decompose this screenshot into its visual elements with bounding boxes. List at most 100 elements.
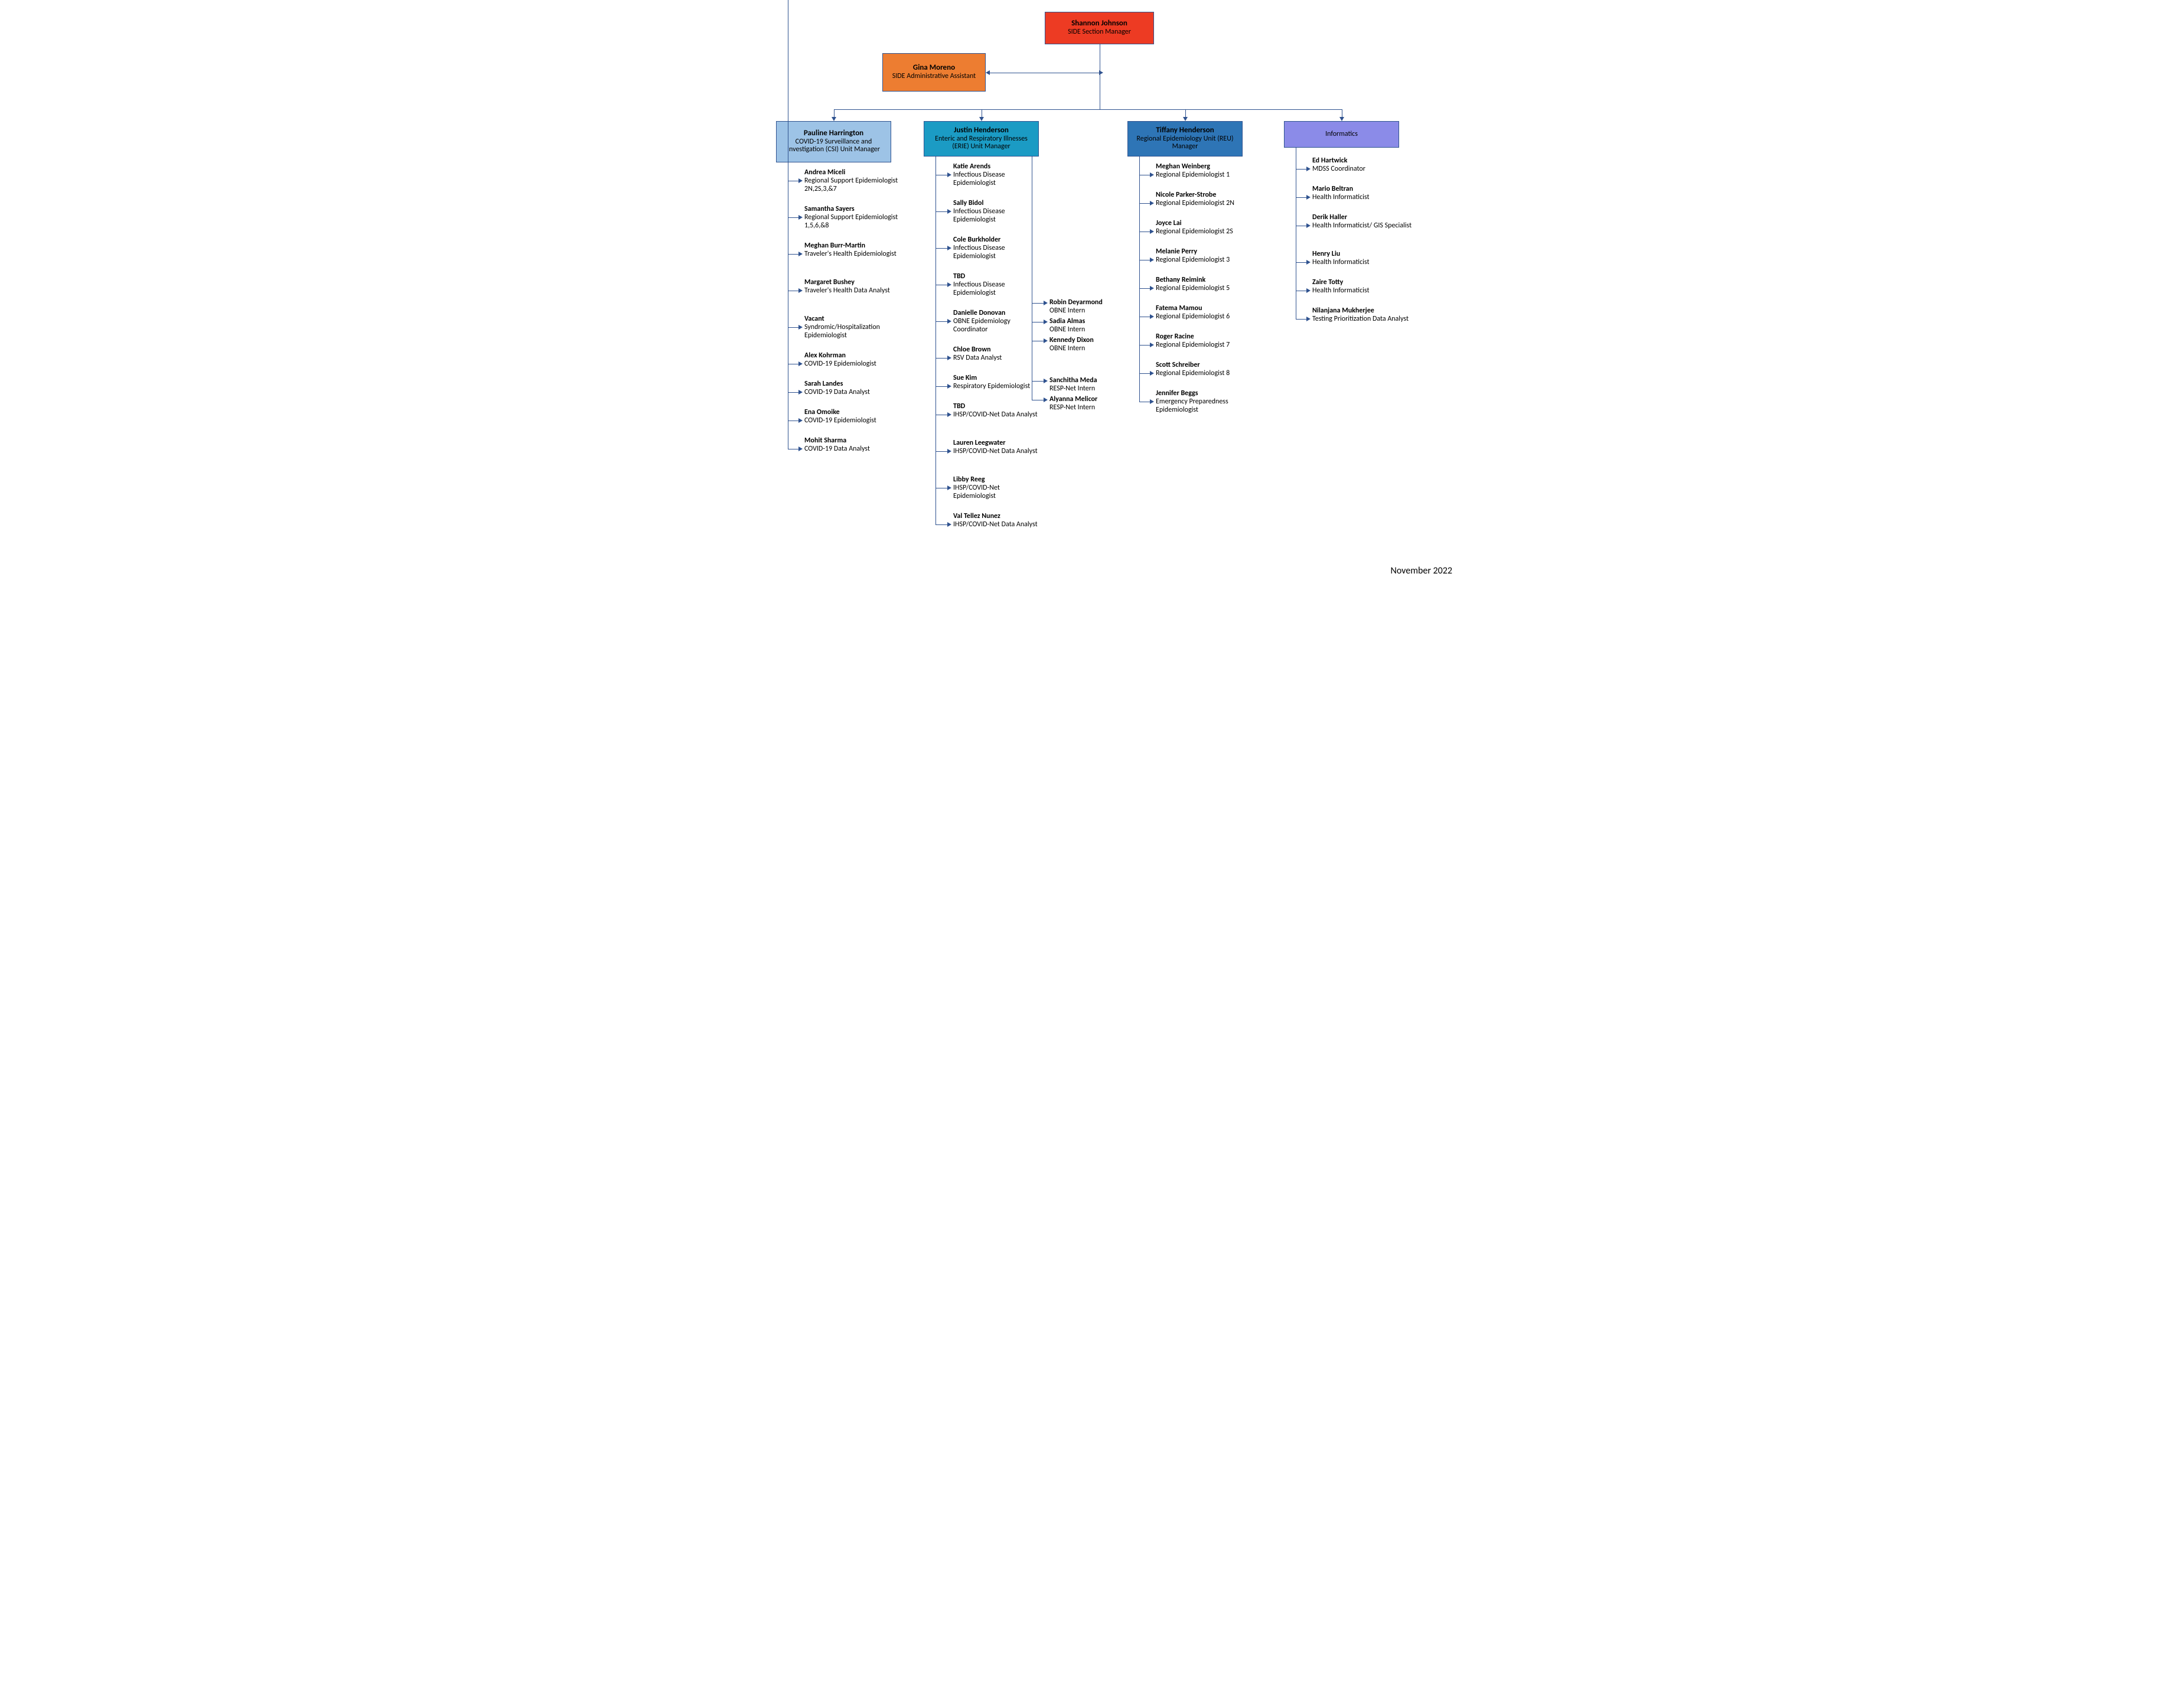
person-entry: Samantha SayersRegional Support Epidemio… [804,205,914,230]
person-entry: Ed HartwickMDSS Coordinator [1312,157,1416,173]
box-title: Informatics [1325,131,1358,139]
box-title: Enteric and Respiratory Illnesses (ERIE)… [928,135,1035,152]
person-entry: Alyanna MelicorRESP-Net Intern [1049,395,1126,412]
person-entry: TBDInfectious Disease Epidemiologist [953,272,1039,297]
person-name: Val Tellez Nunez [953,512,1039,520]
person-entry: Mario BeltranHealth Informaticist [1312,185,1416,201]
person-name: Cole Burkholder [953,236,1039,244]
person-title: OBNE Epidemiology Coordinator [953,317,1039,334]
person-title: Infectious Disease Epidemiologist [953,244,1039,260]
person-name: Danielle Donovan [953,309,1039,317]
person-name: Nicole Parker-Strobe [1156,191,1259,199]
footer-date: November 2022 [1390,565,1452,576]
person-title: IHSP/COVID-Net Data Analyst [953,447,1039,455]
person-entry: Sally BidolInfectious Disease Epidemiolo… [953,199,1039,224]
person-name: Sally Bidol [953,199,1039,207]
person-name: Andrea Miceli [804,168,914,177]
person-name: Bethany Reimink [1156,276,1259,284]
box-name: Gina Moreno [913,64,955,73]
erie-box: Justin HendersonEnteric and Respiratory … [924,121,1039,157]
person-name: Fatema Mamou [1156,304,1259,312]
person-entry: Melanie PerryRegional Epidemiologist 3 [1156,247,1259,264]
person-name: Vacant [804,315,914,323]
person-title: Syndromic/Hospitalization Epidemiologist [804,323,914,340]
box-title: SIDE Section Manager [1068,28,1131,37]
person-title: RSV Data Analyst [953,354,1039,362]
box-name: Tiffany Henderson [1156,126,1214,135]
person-name: Nilanjana Mukherjee [1312,307,1416,315]
person-name: Henry Liu [1312,250,1416,258]
person-entry: Henry LiuHealth Informaticist [1312,250,1416,266]
person-name: Alex Kohrman [804,351,914,360]
person-name: Libby Reeg [953,475,1039,484]
person-title: Infectious Disease Epidemiologist [953,281,1039,297]
person-title: Regional Epidemiologist 2S [1156,227,1259,236]
person-entry: Scott SchreiberRegional Epidemiologist 8 [1156,361,1259,377]
person-entry: Kennedy DixonOBNE Intern [1049,336,1126,353]
person-entry: Meghan Burr-MartinTraveler's Health Epid… [804,242,914,258]
person-title: Regional Epidemiologist 8 [1156,369,1259,377]
person-name: Ed Hartwick [1312,157,1416,165]
box-title: SIDE Administrative Assistant [892,73,976,81]
person-title: Regional Support Epidemiologist 1,5,6,&8 [804,213,914,230]
person-entry: Joyce LaiRegional Epidemiologist 2S [1156,219,1259,236]
person-name: Sarah Landes [804,380,914,388]
person-name: Mario Beltran [1312,185,1416,193]
org-chart: Shannon JohnsonSIDE Section Manager Gina … [714,0,1470,585]
person-name: Joyce Lai [1156,219,1259,227]
person-name: Katie Arends [953,162,1039,171]
box-name: Pauline Harrington [804,129,863,138]
person-name: Zaire Totty [1312,278,1416,286]
person-name: Lauren Leegwater [953,439,1039,447]
person-title: Health Informaticist [1312,258,1416,266]
person-entry: Mohit SharmaCOVID-19 Data Analyst [804,436,914,453]
person-title: Health Informaticist [1312,286,1416,295]
person-entry: Chloe BrownRSV Data Analyst [953,346,1039,362]
person-title: Infectious Disease Epidemiologist [953,171,1039,187]
person-entry: Fatema MamouRegional Epidemiologist 6 [1156,304,1259,321]
person-title: Emergency Preparedness Epidemiologist [1156,397,1259,414]
person-entry: Derik HallerHealth Informaticist/ GIS Sp… [1312,213,1416,230]
person-title: COVID-19 Data Analyst [804,445,914,453]
person-entry: Robin DeyarmondOBNE Intern [1049,298,1126,315]
person-entry: Jennifer BeggsEmergency Preparedness Epi… [1156,389,1259,414]
person-entry: Danielle DonovanOBNE Epidemiology Coordi… [953,309,1039,334]
person-title: Health Informaticist [1312,193,1416,201]
box-title: COVID-19 Surveillance and Investigation … [780,138,887,155]
person-entry: Cole BurkholderInfectious Disease Epidem… [953,236,1039,260]
person-name: Chloe Brown [953,346,1039,354]
person-title: Infectious Disease Epidemiologist [953,207,1039,224]
person-name: Derik Haller [1312,213,1416,221]
person-entry: Roger RacineRegional Epidemiologist 7 [1156,333,1259,349]
box-title: Regional Epidemiology Unit (REU) Manager [1132,135,1238,152]
person-title: Traveler's Health Epidemiologist [804,250,914,258]
informatics-box: Informatics [1284,121,1399,148]
person-entry: Katie ArendsInfectious Disease Epidemiol… [953,162,1039,187]
person-entry: Ena OmoikeCOVID-19 Epidemiologist [804,408,914,425]
top-manager-box: Shannon JohnsonSIDE Section Manager [1045,12,1154,44]
person-name: Ena Omoike [804,408,914,416]
person-name: TBD [953,272,1039,281]
person-title: IHSP/COVID-Net Data Analyst [953,410,1039,419]
person-entry: Lauren LeegwaterIHSP/COVID-Net Data Anal… [953,439,1039,455]
person-entry: Libby ReegIHSP/COVID-Net Epidemiologist [953,475,1039,500]
person-entry: Zaire TottyHealth Informaticist [1312,278,1416,295]
person-name: Samantha Sayers [804,205,914,213]
person-title: Regional Epidemiologist 7 [1156,341,1259,349]
assistant-box: Gina MorenoSIDE Administrative Assistant [882,53,986,92]
person-entry: Nilanjana MukherjeeTesting Prioritizatio… [1312,307,1416,323]
person-title: Regional Support Epidemiologist 2N,2S,3,… [804,177,914,193]
person-entry: Bethany ReiminkRegional Epidemiologist 5 [1156,276,1259,292]
person-title: COVID-19 Data Analyst [804,388,914,396]
person-title: COVID-19 Epidemiologist [804,360,914,368]
person-name: Melanie Perry [1156,247,1259,256]
person-name: TBD [953,402,1039,410]
person-name: Jennifer Beggs [1156,389,1259,397]
person-entry: VacantSyndromic/Hospitalization Epidemio… [804,315,914,340]
person-title: Regional Epidemiologist 6 [1156,312,1259,321]
person-entry: Nicole Parker-StrobeRegional Epidemiolog… [1156,191,1259,207]
person-name: Roger Racine [1156,333,1259,341]
person-entry: Alex KohrmanCOVID-19 Epidemiologist [804,351,914,368]
person-entry: Val Tellez NunezIHSP/COVID-Net Data Anal… [953,512,1039,529]
person-title: Regional Epidemiologist 3 [1156,256,1259,264]
